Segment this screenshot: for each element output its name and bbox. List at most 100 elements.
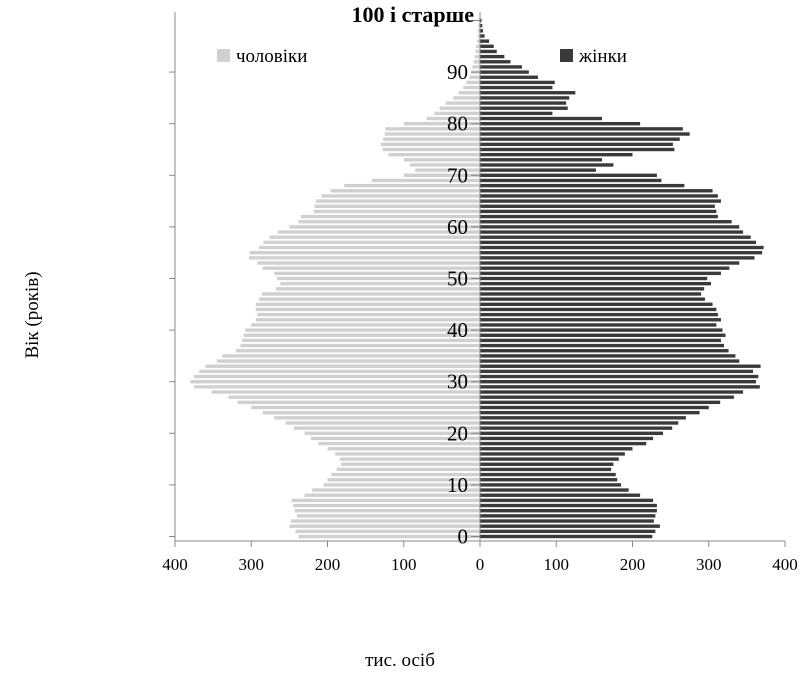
bar-women-age-86 xyxy=(480,91,576,95)
y-tick-label: 80 xyxy=(447,112,468,136)
bar-men-age-3 xyxy=(290,519,480,523)
y-tick-label: 20 xyxy=(447,421,468,445)
bar-women-age-92 xyxy=(480,60,511,64)
bar-women-age-39 xyxy=(480,333,726,337)
bar-women-age-47 xyxy=(480,292,702,296)
bar-men-age-79 xyxy=(385,127,480,131)
bar-men-age-62 xyxy=(300,214,480,219)
bar-men-age-20 xyxy=(304,431,480,435)
bar-women-age-15 xyxy=(480,457,619,461)
bar-men-age-69 xyxy=(371,178,480,183)
bar-women-age-20 xyxy=(480,431,663,435)
bar-women-age-77 xyxy=(480,137,680,141)
bar-women-age-6 xyxy=(480,503,657,508)
bar-women-age-42 xyxy=(480,318,721,322)
bar-women-age-99 xyxy=(480,23,483,28)
bar-women-age-16 xyxy=(480,452,625,456)
bar-men-age-42 xyxy=(255,318,480,322)
bar-men-age-47 xyxy=(261,292,480,296)
bar-women-age-100 xyxy=(480,18,482,23)
bar-women-age-22 xyxy=(480,421,679,425)
bar-men-age-58 xyxy=(269,235,480,239)
bar-men-age-97 xyxy=(477,34,480,38)
bar-men-age-83 xyxy=(439,106,480,110)
bar-men-age-94 xyxy=(475,49,480,54)
bar-men-age-57 xyxy=(263,240,480,245)
bar-women-age-58 xyxy=(480,235,751,239)
series-men-bars xyxy=(190,18,480,539)
bar-men-age-10 xyxy=(323,483,480,487)
bar-men-age-81 xyxy=(426,116,480,121)
bar-men-age-1 xyxy=(295,529,480,534)
bar-women-age-52 xyxy=(480,266,730,270)
bar-women-age-0 xyxy=(480,534,653,539)
bar-men-age-75 xyxy=(382,147,480,152)
bar-women-age-62 xyxy=(480,214,718,219)
bar-men-age-46 xyxy=(258,297,480,301)
bar-women-age-88 xyxy=(480,80,555,85)
bar-women-age-21 xyxy=(480,426,673,430)
legend-men-label: чоловіки xyxy=(236,46,307,67)
bar-women-age-89 xyxy=(480,75,538,79)
bar-women-age-59 xyxy=(480,230,744,234)
bar-men-age-32 xyxy=(199,369,480,374)
x-tick-label: 100 xyxy=(391,555,417,574)
bar-women-age-44 xyxy=(480,307,717,312)
bar-women-age-18 xyxy=(480,441,647,446)
x-tick-label: 200 xyxy=(620,555,646,574)
bar-men-age-54 xyxy=(248,256,480,260)
bar-women-age-72 xyxy=(480,163,614,167)
bar-men-age-18 xyxy=(318,441,480,446)
bar-women-age-4 xyxy=(480,514,656,518)
bar-women-age-48 xyxy=(480,287,705,291)
bar-women-age-68 xyxy=(480,183,685,188)
legend-women-swatch xyxy=(560,49,573,62)
bar-women-age-91 xyxy=(480,65,522,69)
bar-men-age-26 xyxy=(237,400,480,405)
bar-men-age-66 xyxy=(321,194,480,198)
bar-men-age-40 xyxy=(245,328,480,332)
bar-men-age-30 xyxy=(190,380,480,384)
bar-men-age-21 xyxy=(293,426,480,430)
bar-women-age-23 xyxy=(480,416,686,420)
bar-men-age-92 xyxy=(473,60,480,64)
bar-men-age-80 xyxy=(403,122,480,126)
x-tick-label: 400 xyxy=(162,555,188,574)
bar-men-age-59 xyxy=(277,230,480,234)
bar-women-age-60 xyxy=(480,225,740,229)
bar-women-age-11 xyxy=(480,478,618,482)
y-axis-ticks: 0 10 20 30 40 50 60 70 80 90 xyxy=(169,20,480,549)
bar-men-age-31 xyxy=(194,374,480,379)
bar-men-age-60 xyxy=(289,225,480,229)
bar-men-age-53 xyxy=(257,261,480,265)
bar-women-age-24 xyxy=(480,410,700,415)
x-axis-title: тис. осіб xyxy=(365,650,435,671)
x-tick-label: 400 xyxy=(772,555,798,574)
bar-women-age-31 xyxy=(480,374,759,379)
bar-men-age-68 xyxy=(344,183,480,188)
bar-women-age-26 xyxy=(480,400,721,405)
bar-men-age-85 xyxy=(453,96,480,100)
bar-women-age-27 xyxy=(480,395,734,399)
bar-women-age-3 xyxy=(480,519,654,523)
bar-women-age-36 xyxy=(480,349,729,353)
bar-women-age-82 xyxy=(480,111,553,116)
bar-men-age-50 xyxy=(277,276,480,281)
bar-men-age-91 xyxy=(472,65,480,69)
bar-women-age-7 xyxy=(480,498,654,503)
bar-men-age-84 xyxy=(445,101,480,105)
bar-women-age-66 xyxy=(480,194,718,198)
y-tick-label: 90 xyxy=(447,60,468,84)
top-age-label: 100 і старше xyxy=(351,2,474,27)
bar-women-age-81 xyxy=(480,116,602,121)
bar-women-age-79 xyxy=(480,127,683,131)
bar-men-age-76 xyxy=(380,142,480,147)
bar-women-age-71 xyxy=(480,168,596,172)
bar-women-age-69 xyxy=(480,178,662,183)
legend-men: чоловіки xyxy=(217,46,307,67)
bar-men-age-82 xyxy=(434,111,480,116)
bar-women-age-30 xyxy=(480,380,757,384)
y-tick-label: 50 xyxy=(447,267,468,291)
bar-women-age-75 xyxy=(480,147,675,152)
bar-women-age-97 xyxy=(480,34,485,38)
